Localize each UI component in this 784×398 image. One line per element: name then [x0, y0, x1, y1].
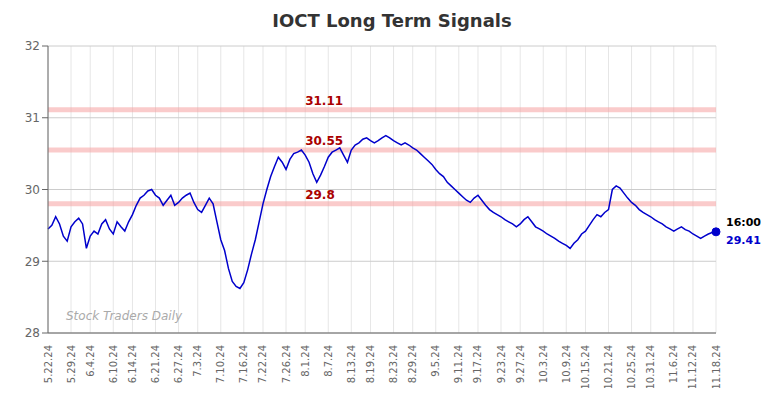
svg-text:9.11.24: 9.11.24	[453, 345, 464, 383]
svg-text:9.17.24: 9.17.24	[472, 345, 483, 383]
svg-text:8.19.24: 8.19.24	[365, 345, 376, 383]
svg-text:10.15.24: 10.15.24	[580, 345, 591, 388]
svg-text:7.10.24: 7.10.24	[215, 345, 226, 383]
svg-text:28: 28	[25, 326, 40, 340]
svg-text:10.21.24: 10.21.24	[603, 345, 614, 388]
svg-text:10.25.24: 10.25.24	[626, 345, 637, 388]
svg-text:11.6.24: 11.6.24	[668, 345, 679, 383]
svg-text:31.11: 31.11	[305, 94, 343, 108]
svg-text:30: 30	[25, 183, 40, 197]
svg-text:7.3.24: 7.3.24	[192, 345, 203, 377]
html-text:IOCT Long Term Signals: IOCT Long Term Signals	[272, 10, 512, 31]
svg-text:6.21.24: 6.21.24	[150, 345, 161, 383]
svg-text:7.22.24: 7.22.24	[257, 345, 268, 383]
html-text:Stock Traders Daily: Stock Traders Daily	[66, 309, 183, 323]
svg-text:10.9.24: 10.9.24	[561, 345, 572, 383]
svg-text:29.8: 29.8	[305, 188, 335, 202]
svg-text:30.55: 30.55	[305, 134, 343, 148]
svg-text:8.7.24: 8.7.24	[323, 345, 334, 377]
svg-text:11.18.24: 11.18.24	[711, 345, 722, 388]
svg-text:5.29.24: 5.29.24	[66, 345, 77, 383]
svg-text:29: 29	[25, 255, 40, 269]
svg-text:6.27.24: 6.27.24	[173, 345, 184, 383]
svg-text:31: 31	[25, 111, 40, 125]
svg-text:8.29.24: 8.29.24	[407, 345, 418, 383]
svg-text:11.12.24: 11.12.24	[687, 345, 698, 388]
svg-text:16:00: 16:00	[726, 216, 761, 229]
svg-text:29.41: 29.41	[726, 234, 761, 247]
svg-text:8.23.24: 8.23.24	[388, 345, 399, 383]
svg-text:32: 32	[25, 39, 40, 53]
svg-text:9.27.24: 9.27.24	[515, 345, 526, 383]
svg-text:7.26.24: 7.26.24	[281, 345, 292, 383]
svg-text:9.23.24: 9.23.24	[496, 345, 507, 383]
svg-text:8.1.24: 8.1.24	[300, 345, 311, 377]
svg-text:6.10.24: 6.10.24	[108, 345, 119, 383]
svg-text:5.22.24: 5.22.24	[43, 345, 54, 383]
svg-text:10.31.24: 10.31.24	[645, 345, 656, 388]
svg-text:9.5.24: 9.5.24	[430, 345, 441, 377]
svg-text:6.4.24: 6.4.24	[85, 345, 96, 377]
svg-text:8.13.24: 8.13.24	[346, 345, 357, 383]
svg-text:6.14.24: 6.14.24	[127, 345, 138, 383]
svg-text:7.16.24: 7.16.24	[238, 345, 249, 383]
svg-text:10.3.24: 10.3.24	[538, 345, 549, 383]
